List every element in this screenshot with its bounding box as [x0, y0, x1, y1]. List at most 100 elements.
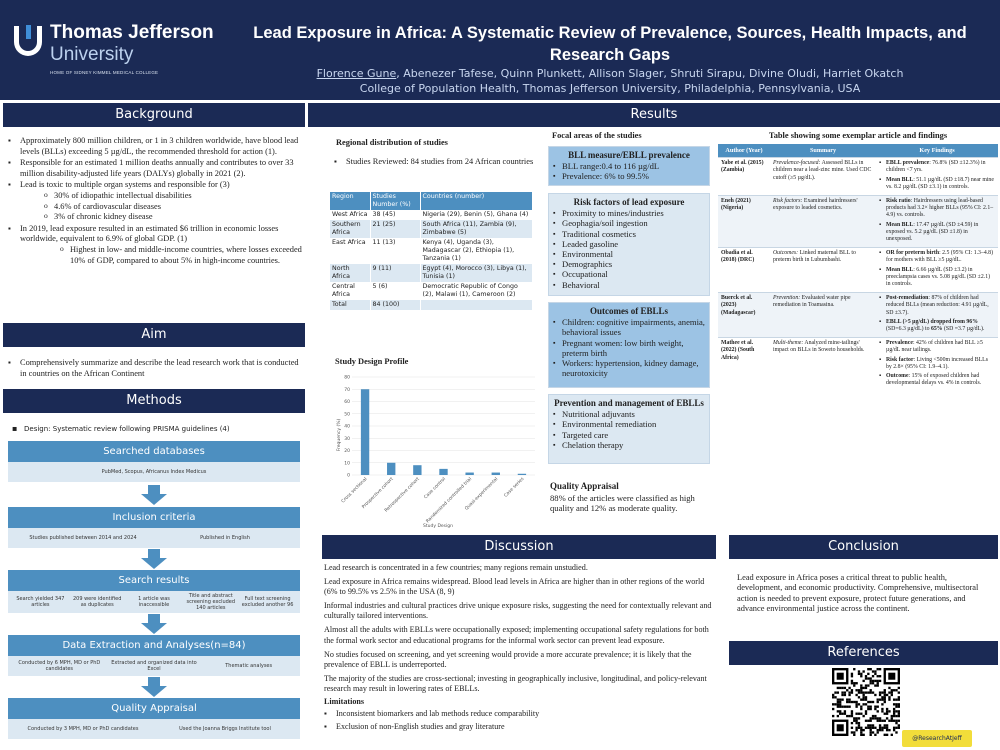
finding-item: EBLL (>5 µg/dL) dropped from 96% (SD=6.3… — [879, 319, 995, 333]
down-arrow-icon — [141, 677, 167, 697]
finding-item: Risk factor: Living <500m increased BLLs… — [879, 357, 995, 371]
table-row: Central Africa 5 (6) Democratic Republic o… — [330, 282, 533, 300]
author-list: Florence Gune, Abenezer Tafese, Quinn Pl… — [240, 66, 980, 82]
background-point: Responsible for an estimated 1 million d… — [8, 158, 304, 179]
chart-ytick: 80 — [344, 375, 350, 381]
background-subpoint: 30% of idiopathic intellectual disabilit… — [44, 190, 304, 202]
findings-summary: Prevalence-focused: Assessed BLLs in chi… — [770, 157, 876, 196]
focus-box-title: Prevention and management of EBLLs — [554, 398, 704, 408]
flow-body-inclusion: Studies published between 2014 and 2024 … — [8, 528, 300, 548]
study-design-chart: Study Design Profile 0 10 20 30 40 50 60 70 80 C… — [335, 357, 535, 529]
finding-item: Risk ratio: Hairdressers using lead-base… — [879, 198, 995, 220]
focus-box-bll: BLL measure/EBLL prevalence BLL range:0.… — [548, 146, 710, 186]
conclusion-heading: Conclusion — [729, 535, 998, 559]
finding-item: Mean BLL: 6.66 µg/dL (SD ±3.2) in preecl… — [879, 267, 995, 289]
flow-step-extraction: Data Extraction and Analyses(n=84) — [8, 635, 300, 656]
chart-ytick: 50 — [344, 411, 350, 417]
flow-body-quality: Conducted by 3 MPH, MD or PhD candidates… — [8, 719, 300, 739]
quality-title: Quality Appraisal — [550, 481, 619, 491]
focus-box-prevention: Prevention and management of EBLLs Nutri… — [548, 394, 710, 464]
aim-heading: Aim — [3, 323, 305, 347]
findings-key: OR for preterm birth: 2.5 (95% CI: 1.3–4… — [876, 247, 998, 293]
background-subpoint: Highest in low- and middle-income countr… — [60, 244, 304, 266]
table-row: East Africa 11 (13) Kenya (4), Uganda (3),… — [330, 238, 533, 264]
down-arrow-icon — [141, 549, 167, 569]
chart-ytick: 20 — [344, 448, 350, 454]
background-point: In 2019, lead exposure resulted in an es… — [8, 224, 304, 266]
chart-bar — [517, 473, 527, 475]
findings-row: Eneh (2021) (Nigeria) Risk factors: Exami… — [718, 195, 998, 248]
flow-step-databases: Searched databases — [8, 441, 300, 462]
chart-bar — [413, 465, 422, 475]
chart-bar — [387, 462, 396, 475]
flow-step-search: Search results — [8, 570, 300, 591]
flow-step-inclusion: Inclusion criteria — [8, 507, 300, 528]
chart-xtick: Randomized controlled trial — [425, 476, 473, 524]
focus-box-title: BLL measure/EBLL prevalence — [568, 150, 690, 160]
background-subpoint: 3% of chronic kidney disease — [44, 211, 304, 223]
findings-author: Mathee et al. (2022) (South Africa) — [718, 337, 770, 392]
focus-box-title: Risk factors of lead exposure — [573, 197, 685, 207]
chart-xtick: Cross sectional — [340, 476, 368, 504]
discussion-para: Informal industries and cultural practic… — [324, 601, 712, 621]
logo-line1: Thomas Jefferson — [50, 22, 214, 43]
background-subpoint: 4.6% of cardiovascular diseases — [44, 201, 304, 213]
findings-header-row: Author (Year) Summary Key Findings — [718, 144, 998, 158]
university-logo: Thomas Jefferson University HOME OF SIDN… — [14, 22, 214, 80]
conclusion-text: Lead exposure in Africa poses a critical… — [737, 573, 979, 613]
finding-item: Mean BLL: 51.1 µg/dL (SD ±18.7) near min… — [879, 177, 995, 191]
findings-table: Author (Year) Summary Key Findings Yabe … — [718, 144, 998, 392]
regional-title: Regional distribution of studies — [336, 138, 448, 147]
focus-box-risk: Risk factors of lead exposure Proximity … — [548, 193, 710, 296]
table-row: Total 84 (100) — [330, 300, 533, 310]
finding-item: Post-remediation: 87% of children had re… — [879, 295, 995, 317]
qr-code-icon[interactable] — [832, 668, 900, 736]
background-point: Lead is toxic to multiple organ systems … — [8, 180, 304, 222]
chart-xtick: Case control — [423, 476, 447, 500]
background-point: Approximately 800 million children, or 1… — [8, 136, 304, 157]
finding-item: OR for preterm birth: 2.5 (95% CI: 1.3–4… — [879, 250, 995, 264]
finding-item: Prevalence: 42% of children had BLL ≥5 µ… — [879, 340, 995, 354]
findings-summary: Outcomes: Linked maternal BLL to preterm… — [770, 247, 876, 293]
background-text: Approximately 800 million children, or 1… — [8, 136, 304, 267]
references-heading: References — [729, 641, 998, 665]
table-header-row: Region Studies Number (%) Countries (num… — [330, 192, 533, 210]
findings-row: Buerck et al. (2023) (Madagascar) Prevent… — [718, 292, 998, 338]
chart-xtick: Case series — [503, 476, 526, 499]
findings-summary: Risk factors: Examined hairdressers' exp… — [770, 195, 876, 248]
findings-row: Mathee et al. (2022) (South Africa) Multi… — [718, 337, 998, 392]
focus-box-outcomes: Outcomes of EBLLs Children: cognitive im… — [548, 302, 710, 388]
poster-header: Thomas Jefferson University HOME OF SIDN… — [0, 0, 1000, 100]
aim-point: Comprehensively summarize and describe t… — [8, 358, 304, 379]
background-heading: Background — [3, 103, 305, 127]
other-authors: , Abenezer Tafese, Quinn Plunkett, Allis… — [396, 67, 904, 80]
discussion-para: The majority of the studies are cross-se… — [324, 673, 707, 693]
chart-bar — [465, 472, 474, 475]
chart-title: Study Design Profile — [335, 357, 409, 366]
findings-author: Buerck et al. (2023) (Madagascar) — [718, 292, 770, 338]
finding-item: Mean BLL: 17.47 µg/dL (SD ±4.59) in expo… — [879, 222, 995, 244]
discussion-text: Lead research is concentrated in a few c… — [324, 563, 718, 733]
flow-body-databases: PubMed, Scopus, Africanus Index Medicus — [8, 462, 300, 482]
limitation-item: Inconsistent biomarkers and lab methods … — [324, 709, 718, 719]
aim-text: Comprehensively summarize and describe t… — [8, 358, 304, 380]
finding-item: EBLL prevalence: 76.8% (SD ±12.3%) in ch… — [879, 160, 995, 174]
chart-ylabel: Frequency (%) — [336, 419, 342, 452]
regional-table: Region Studies Number (%) Countries (num… — [330, 192, 533, 310]
chart-bar — [439, 468, 448, 475]
discussion-heading: Discussion — [322, 535, 716, 559]
discussion-para: Lead exposure in Africa remains widespre… — [324, 577, 705, 597]
table-row: North Africa 9 (11) Egypt (4), Morocco (3)… — [330, 264, 533, 282]
affiliation: College of Population Health, Thomas Jef… — [359, 82, 861, 95]
quality-text: 88% of the articles were classified as h… — [550, 493, 695, 514]
discussion-para: Lead research is concentrated in a few c… — [324, 563, 588, 572]
findings-key: Risk ratio: Hairdressers using lead-base… — [876, 195, 998, 248]
findings-key: Prevalence: 42% of children had BLL ≥5 µ… — [876, 337, 998, 392]
first-author-link[interactable]: Florence Gune — [316, 67, 397, 80]
results-heading: Results — [308, 103, 1000, 127]
findings-row: Obadia et al. (2018) (DRC) Outcomes: Link… — [718, 247, 998, 293]
table-row: Southern Africa 21 (25) South Africa (11),… — [330, 220, 533, 238]
research-handle-badge[interactable]: @ResearchAtJeff — [902, 730, 972, 747]
chart-ytick: 0 — [347, 473, 350, 479]
chart-bar — [360, 389, 370, 475]
